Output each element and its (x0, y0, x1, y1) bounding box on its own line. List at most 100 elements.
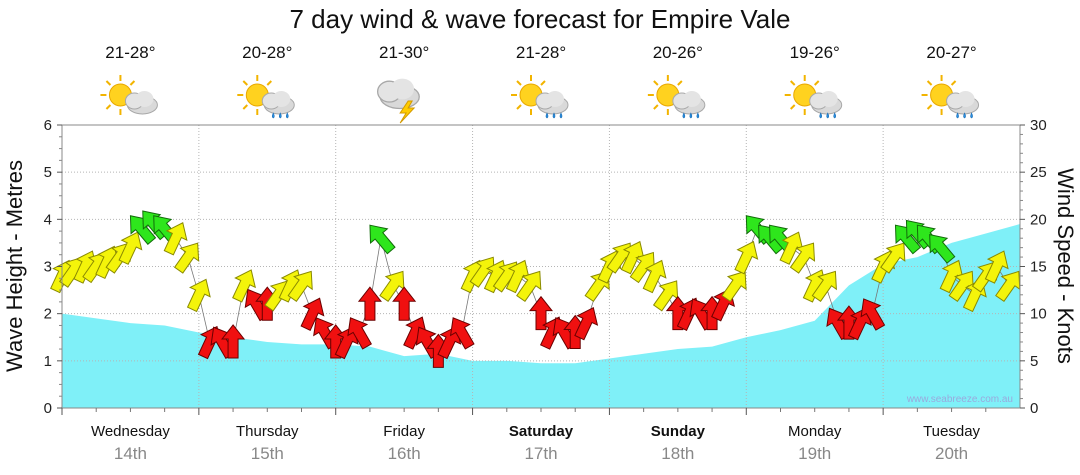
cloud-shape (946, 90, 980, 115)
wind-arrow (221, 324, 246, 359)
day-header: 21-28° 20-28° 21-30° 21-28° 20-26° 19-26° 20-2… (99, 43, 980, 124)
right-tick-label: 15 (1030, 259, 1047, 276)
wind-arrow (300, 297, 325, 331)
wind-arrow (232, 269, 256, 303)
temperature-label: 20-27° (926, 43, 976, 62)
right-tick-label: 10 (1030, 306, 1047, 323)
left-tick-label: 4 (44, 211, 52, 228)
cloud-icon (809, 90, 843, 115)
temperature-label: 20-26° (653, 43, 703, 62)
right-axis: 0 5 10 15 20 25 30 (1020, 117, 1047, 417)
cloud-shape (124, 90, 158, 115)
cloud-icon (376, 77, 420, 110)
wind-arrow (369, 224, 396, 255)
day-date-label: 15th (251, 444, 284, 463)
rain-drop-icon (826, 112, 830, 119)
wind-arrow (516, 270, 542, 303)
rain-drop-icon (970, 112, 973, 119)
storm-cloud-icon (376, 77, 420, 124)
wind-arrow (789, 242, 816, 274)
wind-arrow (811, 270, 837, 303)
wind-arrow (118, 231, 143, 265)
day-name-label: Wednesday (91, 423, 170, 440)
rain-drop-icon (545, 112, 549, 119)
wind-arrow (334, 325, 359, 360)
cloud-icon (261, 90, 295, 115)
wind-arrow (186, 278, 211, 313)
wind-arrow (163, 222, 188, 256)
rain-drop-icon (963, 112, 966, 119)
right-axis-label: Wind Speed - Knots (1053, 168, 1078, 364)
sun-cloud-rain-icon (783, 74, 843, 119)
right-tick-label: 5 (1030, 353, 1038, 370)
sun-cloud-rain-icon (920, 74, 980, 119)
credit-text: www.seabreeze.com.au (906, 394, 1013, 405)
left-tick-label: 0 (44, 400, 52, 417)
cloud-icon (672, 90, 706, 115)
wind-arrow (347, 317, 372, 350)
right-tick-label: 30 (1030, 117, 1047, 134)
sun-cloud-icon (99, 74, 158, 116)
wind-arrows (50, 210, 1021, 368)
rain-drop-icon (271, 112, 275, 119)
sun-cloud-rain-icon (510, 74, 569, 119)
wind-arrow (287, 270, 313, 303)
day-date-label: 16th (388, 444, 421, 463)
cloud-icon (535, 90, 569, 115)
sun-cloud-rain-icon (646, 74, 706, 119)
wind-arrow (392, 286, 417, 321)
rain-drop-icon (819, 112, 823, 119)
cloud-shape (809, 90, 843, 115)
wind-arrow (528, 295, 554, 331)
wind-arrow (721, 270, 747, 303)
rain-drop-icon (552, 112, 556, 119)
day-date-label: 20th (935, 444, 968, 463)
day-date-label: 18th (661, 444, 694, 463)
cloud-icon (946, 90, 980, 115)
temperature-label: 21-28° (516, 43, 566, 62)
left-tick-label: 1 (44, 353, 52, 370)
rain-drop-icon (833, 112, 837, 119)
wind-arrow (357, 286, 382, 321)
temperature-label: 21-28° (105, 43, 155, 62)
day-date-label: 19th (798, 444, 831, 463)
rain-drop-icon (682, 112, 686, 119)
day-name-label: Sunday (651, 423, 706, 440)
right-tick-label: 20 (1030, 211, 1047, 228)
wind-arrow (847, 306, 872, 341)
day-name-label: Thursday (236, 423, 299, 440)
chart-title: 7 day wind & wave forecast for Empire Va… (290, 4, 791, 34)
cloud-shape (261, 90, 295, 115)
rain-drop-icon (956, 112, 959, 119)
left-tick-label: 6 (44, 117, 52, 134)
wind-arrow (449, 317, 475, 350)
rain-drop-icon (696, 112, 700, 119)
temperature-label: 20-28° (242, 43, 292, 62)
rain-drop-icon (559, 112, 563, 119)
day-name-label: Monday (788, 423, 842, 440)
day-name-label: Saturday (509, 423, 574, 440)
cloud-shape (535, 90, 569, 115)
cloud-icon (124, 90, 158, 115)
day-name-label: Tuesday (923, 423, 980, 440)
left-axis-label: Wave Height - Metres (2, 160, 27, 372)
day-name-label: Friday (383, 423, 425, 440)
left-axis: 0 1 2 3 4 5 6 (44, 117, 62, 417)
left-tick-label: 3 (44, 259, 52, 276)
wind-arrow (929, 233, 956, 264)
wind-arrow (734, 240, 759, 275)
rain-drop-icon (278, 112, 282, 119)
rain-drop-icon (285, 112, 289, 119)
wind-arrow (880, 242, 906, 274)
wind-arrow (642, 259, 667, 294)
wind-arrow (437, 325, 462, 360)
wind-arrow (574, 306, 599, 341)
day-date-label: 14th (114, 444, 147, 463)
lightning-icon (399, 100, 416, 124)
cloud-shape (376, 77, 420, 110)
wave-height-area (62, 224, 1020, 408)
temperature-label: 19-26° (790, 43, 840, 62)
cloud-shape (672, 90, 706, 115)
wind-arrow (173, 242, 200, 274)
